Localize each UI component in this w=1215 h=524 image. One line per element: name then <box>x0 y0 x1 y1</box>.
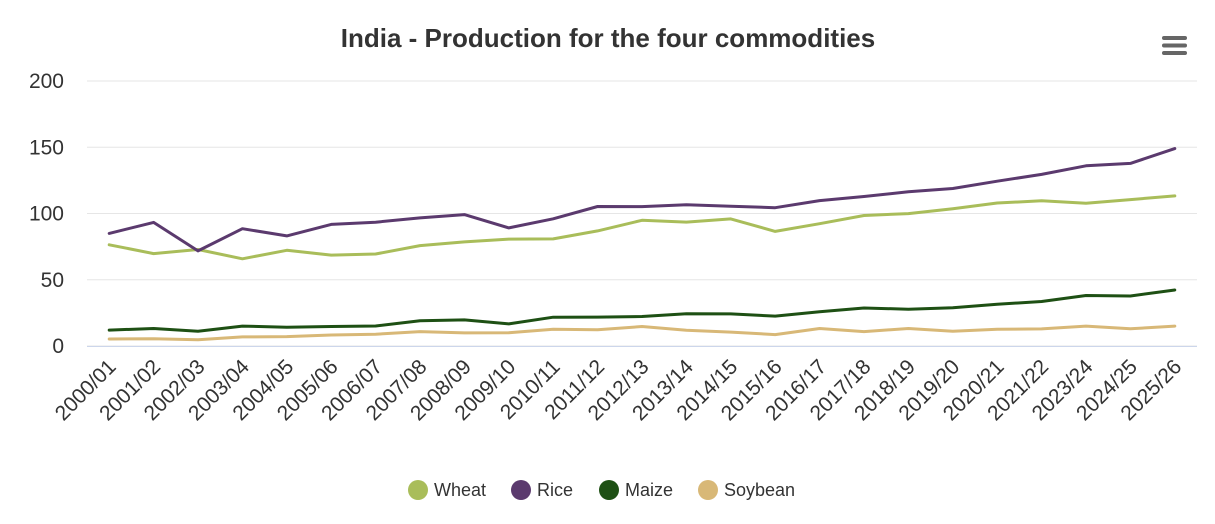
legend-item-maize[interactable]: Maize <box>599 480 673 500</box>
x-axis-ticks: 2000/012001/022002/032003/042004/052005/… <box>51 355 1187 425</box>
legend-item-wheat[interactable]: Wheat <box>408 480 486 500</box>
legend: Wheat Rice Maize Soybean <box>408 480 795 500</box>
series-line-maize[interactable] <box>107 288 1177 333</box>
legend-item-soybean[interactable]: Soybean <box>698 480 795 500</box>
legend-label: Rice <box>537 480 573 500</box>
grid-lines <box>87 80 1197 347</box>
legend-label: Wheat <box>434 480 486 500</box>
legend-marker <box>408 480 428 500</box>
y-tick-label: 200 <box>29 70 64 93</box>
series-line-rice[interactable] <box>107 147 1177 253</box>
legend-marker <box>511 480 531 500</box>
y-tick-label: 0 <box>52 335 64 358</box>
legend-item-rice[interactable]: Rice <box>511 480 573 500</box>
hamburger-menu-icon <box>1162 36 1187 55</box>
chart-menu-button[interactable] <box>1155 28 1195 64</box>
y-axis-ticks: 0 50 100 150 200 <box>29 70 64 358</box>
series-line-soybean[interactable] <box>107 324 1177 342</box>
legend-marker <box>599 480 619 500</box>
y-tick-label: 50 <box>41 269 64 292</box>
y-tick-label: 150 <box>29 136 64 159</box>
y-tick-label: 100 <box>29 203 64 226</box>
series-line-wheat[interactable] <box>107 194 1177 261</box>
legend-label: Soybean <box>724 480 795 500</box>
series-lines <box>107 147 1177 342</box>
chart-title: India - Production for the four commodit… <box>341 23 875 53</box>
legend-label: Maize <box>625 480 673 500</box>
legend-marker <box>698 480 718 500</box>
